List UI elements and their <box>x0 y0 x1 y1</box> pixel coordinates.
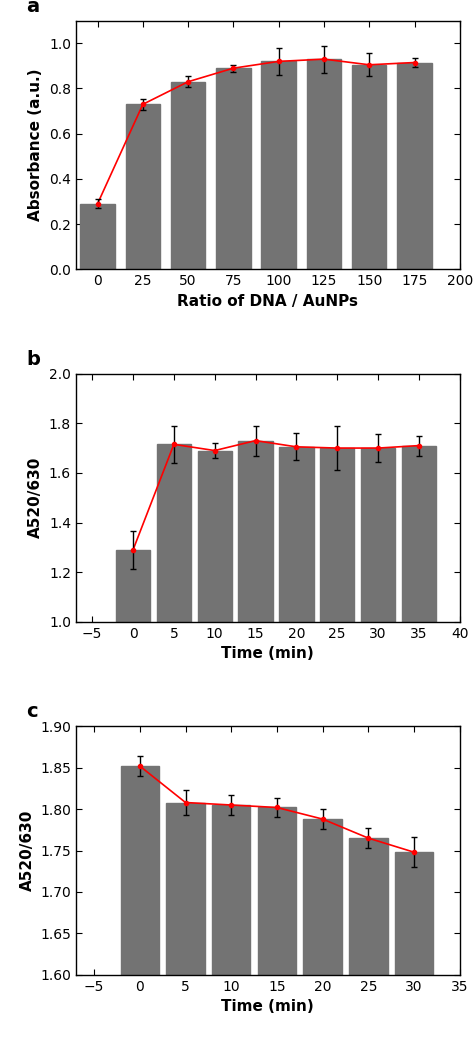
Bar <box>120 766 159 975</box>
Bar <box>238 441 273 622</box>
Bar <box>320 448 355 622</box>
Bar <box>361 448 395 622</box>
Bar <box>303 819 342 975</box>
Bar <box>81 203 115 270</box>
Bar <box>212 805 250 975</box>
Bar <box>262 61 296 270</box>
Bar <box>395 852 433 975</box>
Bar <box>397 62 432 270</box>
Bar <box>216 68 251 270</box>
X-axis label: Time (min): Time (min) <box>221 1000 314 1014</box>
Bar <box>126 105 160 270</box>
Bar <box>166 803 205 975</box>
Bar <box>352 64 386 270</box>
Bar <box>349 838 388 975</box>
X-axis label: Ratio of DNA / AuNPs: Ratio of DNA / AuNPs <box>177 293 358 309</box>
Y-axis label: A520/630: A520/630 <box>19 810 35 891</box>
Text: b: b <box>26 349 40 368</box>
Bar <box>279 447 314 622</box>
Text: a: a <box>26 0 39 16</box>
Text: c: c <box>26 702 37 722</box>
Bar <box>157 444 191 622</box>
Y-axis label: Absorbance (a.u.): Absorbance (a.u.) <box>28 68 44 221</box>
X-axis label: Time (min): Time (min) <box>221 646 314 662</box>
Bar <box>198 450 232 622</box>
Bar <box>307 59 341 270</box>
Bar <box>116 550 150 622</box>
Y-axis label: A520/630: A520/630 <box>28 457 43 538</box>
Bar <box>402 446 436 622</box>
Bar <box>171 82 205 270</box>
Bar <box>258 808 296 975</box>
